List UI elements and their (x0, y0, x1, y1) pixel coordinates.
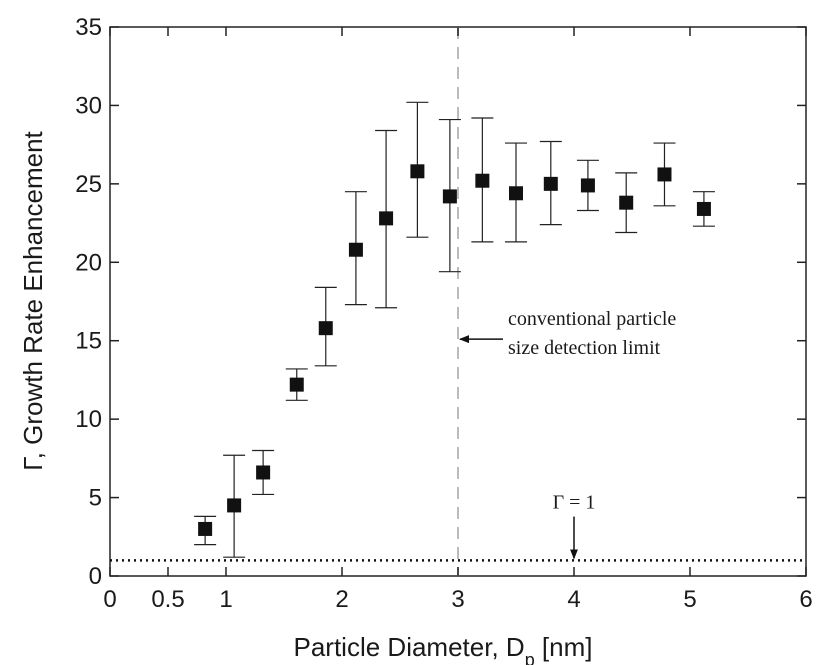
x-tick-label: 1 (219, 586, 232, 613)
x-axis-title: Particle Diameter, Dp [nm] (294, 632, 593, 665)
data-point (198, 521, 213, 536)
y-tick-label: 5 (89, 485, 102, 512)
y-tick-label: 15 (75, 328, 102, 355)
x-tick-label: 2 (335, 586, 348, 613)
data-point (657, 167, 672, 182)
x-tick-label: 5 (683, 586, 696, 613)
data-point (475, 173, 490, 188)
x-tick-label: 0.5 (151, 586, 184, 613)
y-axis: 0 5 10 15 20 25 30 35 (75, 14, 806, 590)
data-point (442, 189, 457, 204)
error-bars (194, 101, 715, 558)
x-axis-title-main: Particle Diameter, D (294, 632, 525, 662)
data-point (348, 242, 363, 257)
data-point (227, 498, 242, 513)
data-point (379, 211, 394, 226)
data-point (543, 176, 558, 191)
data-point (696, 201, 711, 216)
annotation-text: size detection limit (508, 337, 661, 359)
data-point (619, 195, 634, 210)
data-point (580, 178, 595, 193)
data-points (198, 164, 711, 536)
y-tick-label: 0 (89, 563, 102, 590)
annotations: conventional particle size detection limi… (459, 308, 676, 560)
annotation-text: conventional particle (508, 308, 676, 330)
x-tick-label: 3 (451, 586, 464, 613)
x-axis: 0 0.5 1 2 3 4 5 6 (103, 27, 813, 613)
y-tick-label: 10 (75, 406, 102, 433)
x-axis-title-subscript: p (525, 650, 535, 665)
x-axis-title-unit: [nm] (535, 632, 593, 662)
data-point (509, 186, 523, 201)
y-tick-label: 20 (75, 249, 102, 276)
y-tick-label: 25 (75, 171, 102, 198)
data-point (289, 377, 304, 392)
y-axis-title: Γ, Growth Rate Enhancement (18, 130, 48, 470)
reference-lines (110, 27, 806, 576)
x-tick-label: 4 (567, 586, 580, 613)
data-point (318, 321, 333, 336)
y-tick-label: 30 (75, 92, 102, 119)
annotation-text: Γ = 1 (553, 492, 596, 514)
data-point (256, 465, 271, 480)
data-point (410, 164, 425, 179)
x-tick-label: 6 (799, 586, 812, 613)
x-tick-label: 0 (103, 586, 116, 613)
y-tick-label: 35 (75, 14, 102, 41)
